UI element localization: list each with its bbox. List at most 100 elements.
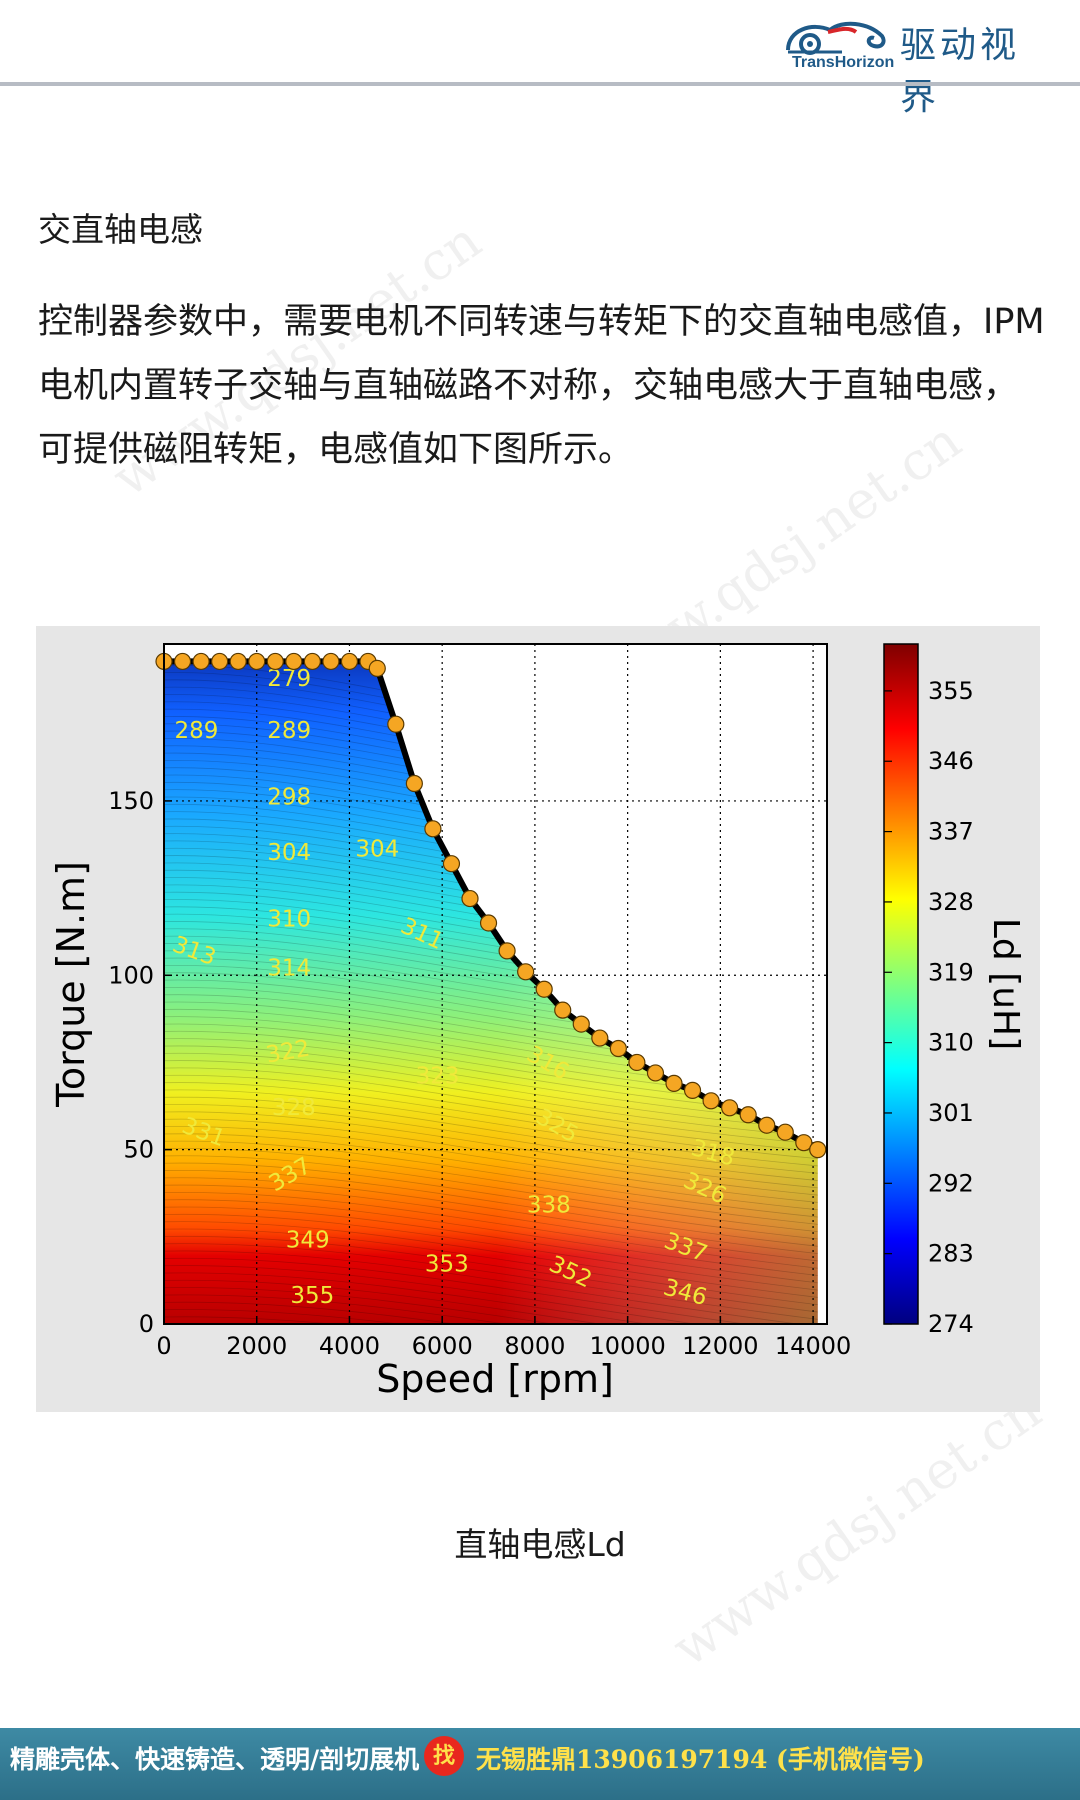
colorbar-ticks: 355 346 337 328 319 310 301 292 283 274 xyxy=(884,677,974,1338)
colorbar xyxy=(883,643,919,1325)
contour-line xyxy=(164,1082,818,1160)
max-torque-point xyxy=(721,1099,739,1117)
contour-line xyxy=(164,1089,818,1168)
contour-label: 304 xyxy=(267,840,311,866)
contour-line xyxy=(164,1177,818,1256)
contour-label: 328 xyxy=(272,1095,316,1121)
contour-label: 338 xyxy=(527,1192,571,1218)
x-tick-label: 4000 xyxy=(319,1332,380,1360)
colorbar-tick-label: 328 xyxy=(928,888,974,916)
contour-line xyxy=(164,1162,818,1241)
contour-line xyxy=(164,1052,818,1131)
contour-label: 289 xyxy=(175,718,219,744)
max-torque-point xyxy=(479,914,498,932)
footer-contact[interactable]: 无锡胜鼎13906197194 (手机微信号) xyxy=(476,1745,925,1774)
contour-line xyxy=(164,1184,818,1263)
contour-label: 289 xyxy=(267,718,311,744)
max-torque-point xyxy=(285,652,303,671)
y-axis-label: Torque [N.m] xyxy=(49,861,93,1108)
x-tick-label: 0 xyxy=(156,1332,171,1360)
contour-label: 349 xyxy=(286,1227,330,1253)
colorbar-tick-label: 292 xyxy=(928,1169,974,1197)
contour-line xyxy=(164,1104,818,1182)
contour-line xyxy=(164,1060,818,1138)
max-torque-point xyxy=(173,652,192,671)
footer-badge: 找 xyxy=(424,1736,464,1776)
plot-frame xyxy=(163,643,828,1325)
contour-label: 279 xyxy=(267,666,311,692)
chart-panel: 279 289 289 298 304 304 310 311 313 314 316 322 323 3… xyxy=(36,626,1040,1412)
max-torque-point xyxy=(322,652,340,671)
max-torque-point xyxy=(442,855,461,873)
max-torque-point xyxy=(387,715,405,733)
max-torque-point xyxy=(554,1001,572,1019)
contour-line xyxy=(164,1243,818,1321)
contour-line xyxy=(164,1228,818,1307)
contour-label: 310 xyxy=(267,906,311,932)
max-torque-point xyxy=(535,980,553,998)
y-tick-label: 150 xyxy=(108,787,154,815)
contour-line xyxy=(164,1045,818,1124)
max-torque-point xyxy=(665,1074,683,1092)
header: TransHorizon 驱动视界 xyxy=(0,0,1080,118)
contour-line xyxy=(164,1265,818,1324)
x-tick-label: 14000 xyxy=(775,1332,851,1360)
contour-line xyxy=(164,1191,818,1270)
contour-line xyxy=(164,1169,818,1248)
x-tick-label: 12000 xyxy=(682,1332,758,1360)
contour-line xyxy=(164,1221,818,1299)
logo-text-en: TransHorizon xyxy=(792,54,895,71)
contour-line xyxy=(164,1250,818,1324)
x-axis-ticks: 0 2000 4000 6000 8000 10000 12000 14000 xyxy=(156,1316,851,1360)
contour-line xyxy=(164,1155,818,1234)
contour-line xyxy=(164,1279,818,1324)
max-torque-point xyxy=(572,1015,590,1033)
max-torque-point xyxy=(739,1106,757,1124)
colorbar-label: Ld [uH] xyxy=(985,918,1026,1050)
max-torque-point xyxy=(795,1134,813,1152)
body-paragraph: 控制器参数中，需要电机不同转速与转矩下的交直轴电感值，IPM电机内置转子交轴与直… xyxy=(38,302,1045,470)
x-tick-label: 2000 xyxy=(226,1332,287,1360)
max-torque-point xyxy=(266,652,284,671)
max-torque-point xyxy=(702,1092,720,1110)
contour-line xyxy=(164,1118,818,1197)
max-torque-point xyxy=(303,652,321,671)
contour-line xyxy=(164,1294,818,1324)
logo-car-icon xyxy=(786,21,886,55)
grid-lines xyxy=(164,644,827,1324)
colorbar-tick-label: 301 xyxy=(928,1099,974,1127)
contour-label: 314 xyxy=(267,955,311,981)
contour-label: 355 xyxy=(290,1283,334,1309)
contour-line xyxy=(164,1126,818,1204)
colorbar-tick-label: 283 xyxy=(928,1240,974,1268)
max-torque-point xyxy=(498,942,516,960)
max-torque-point xyxy=(192,652,210,671)
max-torque-point xyxy=(646,1064,665,1082)
brand-logo[interactable]: TransHorizon 驱动视界 xyxy=(782,14,1052,118)
contour-line xyxy=(164,1272,818,1324)
contour-line xyxy=(164,1316,818,1324)
x-axis-label: Speed [rpm] xyxy=(376,1357,614,1401)
max-torque-point xyxy=(340,652,359,671)
figure-caption: 直轴电感Ld xyxy=(454,1525,626,1564)
y-tick-label: 100 xyxy=(108,961,154,989)
max-torque-point xyxy=(405,774,423,793)
contour-line xyxy=(164,1257,818,1324)
contour-line xyxy=(164,1309,818,1324)
contour-label: 323 xyxy=(416,1063,460,1089)
max-torque-point xyxy=(758,1116,776,1134)
footer-banner[interactable]: 精雕壳体、快速铸造、透明/剖切展机 找 无锡胜鼎13906197194 (手机微… xyxy=(0,1728,1080,1800)
y-tick-label: 0 xyxy=(139,1310,154,1338)
logo-text-cn: 驱动视界 xyxy=(900,25,1021,118)
max-torque-point xyxy=(424,820,442,838)
contour-label: 304 xyxy=(355,837,399,863)
colorbar-tick-label: 319 xyxy=(928,958,974,986)
x-tick-label: 6000 xyxy=(412,1332,473,1360)
max-torque-point xyxy=(461,889,479,908)
y-axis-ticks: 0 50 100 150 xyxy=(108,787,172,1338)
max-torque-point xyxy=(368,659,386,678)
contour-line xyxy=(164,1096,818,1175)
max-torque-point xyxy=(683,1081,702,1099)
max-torque-point xyxy=(628,1053,646,1072)
